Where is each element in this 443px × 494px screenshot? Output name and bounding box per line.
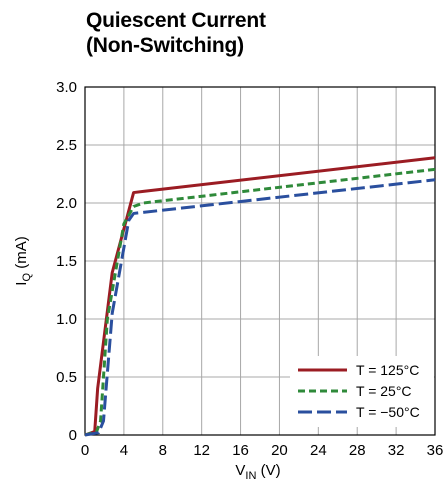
series-line-2 [84,167,436,437]
x-tick-label: 32 [388,442,405,459]
chart-title: Quiescent Current (Non-Switching) [86,8,266,58]
x-axis-label-unit: (V) [256,462,280,479]
y-tick-label: 0 [69,427,77,444]
x-axis-label-sub: IN [245,470,256,482]
x-tick-label: 8 [159,442,167,459]
x-tick-label: 36 [427,442,443,459]
x-tick-label: 16 [232,442,249,459]
x-tick-label: 4 [120,442,128,459]
y-axis-label-unit: (mA) [13,236,30,273]
x-tick-label: 24 [310,442,327,459]
series-line-1 [84,156,436,437]
y-tick-label: 1.0 [56,311,77,328]
x-axis-label-main: V [235,462,245,479]
legend-label: T = −50°C [356,404,420,420]
y-tick-label: 2.5 [56,137,77,154]
legend: T = 125°C T = 25°C T = −50°C [290,356,434,427]
y-axis-label: IQ (mA) [13,236,33,285]
x-axis-label: VIN (V) [235,462,280,482]
y-tick-label: 3.0 [56,79,77,96]
legend-label: T = 25°C [356,383,412,399]
y-axis-label-main: I [13,282,30,286]
plot-frame [84,86,436,436]
x-tick-label: 12 [193,442,210,459]
y-tick-label: 2.0 [56,195,77,212]
x-axis-ticks: 0 4 8 12 16 20 24 28 32 36 [81,442,443,459]
series-lines [84,156,436,437]
series-line-3 [84,178,436,437]
x-tick-label: 0 [81,442,89,459]
chart-title-line-2: (Non-Switching) [86,34,244,57]
y-tick-label: 1.5 [56,253,77,270]
x-tick-label: 28 [349,442,366,459]
chart-title-line-1: Quiescent Current [86,9,266,32]
y-axis-label-sub: Q [21,273,33,282]
legend-label: T = 125°C [356,362,419,378]
y-axis-ticks: 0 0.5 1.0 1.5 2.0 2.5 3.0 [56,79,77,444]
x-tick-label: 20 [271,442,288,459]
y-tick-label: 0.5 [56,369,77,386]
